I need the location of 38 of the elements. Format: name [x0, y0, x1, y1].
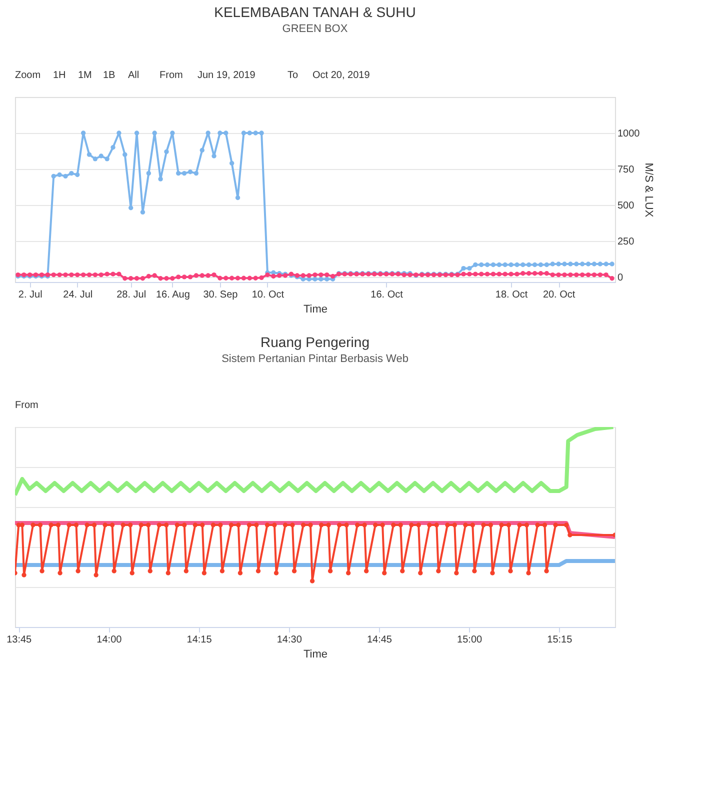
text: To	[288, 70, 298, 81]
text: From	[15, 400, 38, 411]
x-tick-label: 14:00	[96, 634, 122, 646]
text: 1B	[103, 70, 116, 81]
text: From	[160, 70, 183, 81]
chart-subtitle: GREEN BOX	[282, 23, 348, 35]
text: Jun 19, 2019	[198, 70, 256, 81]
x-tick-label: 15:00	[457, 634, 482, 646]
x-tick-label: 15:15	[547, 634, 573, 646]
chart-title: KELEMBABAN TANAH & SUHU	[214, 4, 416, 20]
x-tick-label: 2. Jul	[18, 290, 42, 300]
y-tick-label: 750	[618, 164, 635, 176]
text: All	[128, 70, 140, 81]
chart-subtitle: Sistem Pertanian Pintar Berbasis Web	[222, 353, 408, 365]
x-tick-label: 14:30	[276, 634, 302, 646]
x-tick-label: 18. Oct	[495, 290, 528, 300]
chart-title: Ruang Pengering	[260, 334, 370, 350]
text: 1H	[53, 70, 66, 81]
y-tick-label: 1000	[618, 128, 640, 140]
x-tick-label: 14:15	[186, 634, 212, 646]
x-tick-label: 16. Oct	[370, 290, 404, 300]
y-tick-label: 250	[618, 236, 635, 248]
x-tick-label: 20. Oct	[542, 290, 576, 300]
x-tick-label: 10. Oct	[252, 290, 284, 300]
x-tick-label: 24. Jul	[63, 290, 93, 300]
y-tick-label: 0	[618, 272, 624, 284]
y-tick-label: 500	[618, 200, 635, 212]
x-axis-title: Time	[303, 304, 328, 316]
x-tick-label: 16. Aug	[156, 290, 190, 300]
x-tick-label: 28. Jul	[116, 290, 146, 300]
text: 1M	[78, 70, 92, 81]
x-tick-label: 30. Sep	[203, 290, 238, 300]
text: Oct 20, 2019	[312, 70, 370, 81]
x-axis-title: Time	[303, 648, 328, 660]
x-tick-label: 14:45	[366, 634, 392, 646]
y-axis-title: M/S & LUX	[642, 162, 655, 218]
x-tick-label: 13:45	[6, 634, 32, 646]
text: Zoom	[15, 70, 41, 81]
